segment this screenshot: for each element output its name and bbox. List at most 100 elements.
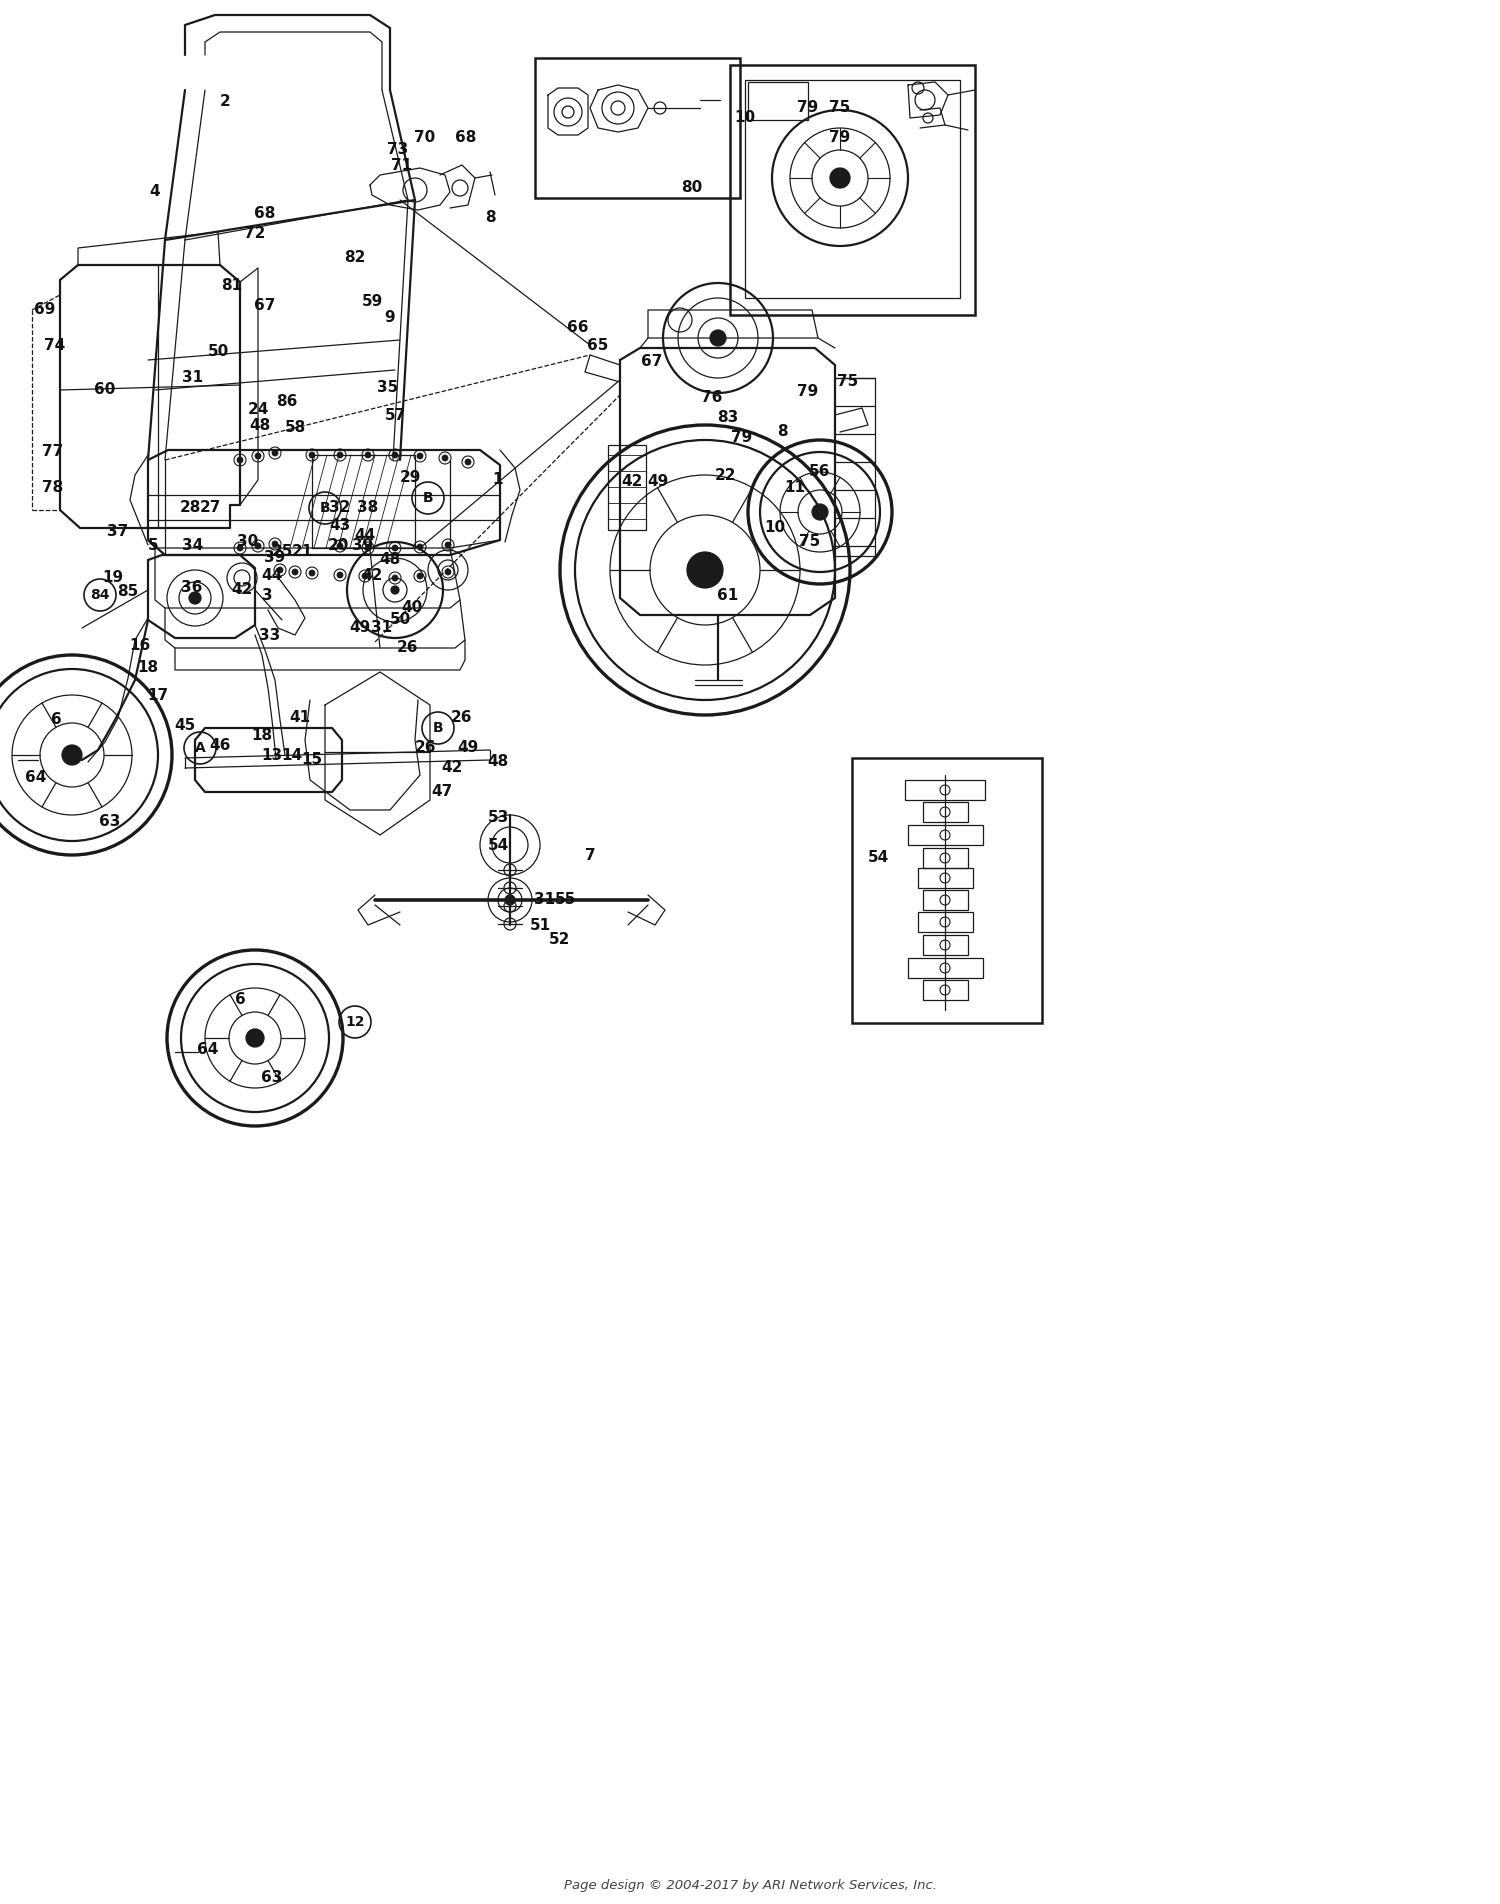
Text: 20: 20 — [327, 537, 348, 552]
Text: 48: 48 — [249, 417, 270, 432]
Text: 8: 8 — [484, 211, 495, 225]
Text: 31: 31 — [534, 893, 555, 908]
Text: 9: 9 — [384, 310, 396, 326]
Text: 7: 7 — [585, 847, 596, 863]
Text: 32: 32 — [330, 501, 351, 516]
Text: 3: 3 — [261, 588, 273, 602]
Text: 53: 53 — [488, 811, 508, 826]
Circle shape — [442, 455, 448, 461]
Text: 49: 49 — [458, 741, 478, 756]
Text: 39: 39 — [264, 550, 285, 565]
Text: 31: 31 — [372, 621, 393, 636]
Circle shape — [830, 168, 850, 188]
Text: 26: 26 — [452, 710, 472, 725]
Text: 84: 84 — [90, 588, 110, 602]
Text: 79: 79 — [830, 131, 850, 145]
Bar — [746, 80, 960, 299]
Bar — [908, 824, 983, 845]
Text: 42: 42 — [621, 474, 642, 489]
Text: 78: 78 — [42, 480, 63, 495]
Text: 45: 45 — [174, 718, 195, 733]
Text: 81: 81 — [222, 278, 243, 293]
Text: 63: 63 — [261, 1070, 282, 1085]
Bar — [608, 446, 646, 529]
Circle shape — [309, 451, 315, 459]
Text: 17: 17 — [147, 687, 168, 703]
Text: 72: 72 — [244, 225, 266, 240]
Circle shape — [272, 541, 278, 546]
Circle shape — [392, 575, 398, 581]
Circle shape — [255, 543, 261, 548]
Text: 67: 67 — [642, 354, 663, 369]
Text: 18: 18 — [252, 727, 273, 743]
Circle shape — [272, 449, 278, 455]
Bar — [918, 912, 974, 931]
Text: 67: 67 — [255, 297, 276, 312]
Text: B: B — [320, 501, 330, 514]
Bar — [904, 781, 986, 800]
Text: 75: 75 — [830, 101, 850, 116]
Text: 21: 21 — [291, 545, 312, 560]
Text: 27: 27 — [200, 501, 220, 516]
Bar — [908, 958, 983, 979]
Text: 58: 58 — [285, 421, 306, 436]
Text: 56: 56 — [810, 465, 831, 480]
Text: 26: 26 — [414, 741, 435, 756]
Text: 11: 11 — [784, 480, 806, 495]
Circle shape — [710, 329, 726, 347]
Text: 50: 50 — [207, 345, 228, 360]
Circle shape — [338, 451, 344, 459]
Bar — [918, 868, 974, 887]
Text: 48: 48 — [380, 552, 400, 567]
Bar — [536, 57, 740, 198]
Bar — [852, 758, 1042, 1022]
Text: 4: 4 — [150, 185, 160, 200]
Text: 47: 47 — [432, 784, 453, 800]
Text: 76: 76 — [702, 390, 723, 406]
Text: 79: 79 — [798, 385, 819, 400]
Text: 73: 73 — [387, 143, 408, 158]
Circle shape — [506, 895, 515, 904]
Circle shape — [687, 552, 723, 588]
Text: 13: 13 — [261, 748, 282, 762]
Bar — [922, 847, 968, 868]
Circle shape — [237, 457, 243, 463]
Text: 44: 44 — [354, 527, 375, 543]
Text: 35: 35 — [378, 381, 399, 396]
Text: 74: 74 — [45, 337, 66, 352]
Text: 79: 79 — [798, 101, 819, 116]
Text: 46: 46 — [210, 737, 231, 752]
Bar — [730, 65, 975, 314]
Circle shape — [362, 573, 368, 579]
Text: 2: 2 — [219, 95, 231, 110]
Text: 8: 8 — [777, 425, 788, 440]
Text: 19: 19 — [102, 571, 123, 586]
Text: 39: 39 — [352, 537, 374, 552]
Text: 42: 42 — [231, 583, 252, 598]
Text: 54: 54 — [488, 838, 508, 853]
Text: B: B — [432, 722, 444, 735]
Text: 18: 18 — [138, 661, 159, 676]
Bar — [922, 889, 968, 910]
Circle shape — [392, 586, 399, 594]
Text: 30: 30 — [237, 535, 258, 550]
Text: 15: 15 — [302, 752, 322, 767]
Text: 64: 64 — [26, 771, 46, 786]
Text: 75: 75 — [800, 535, 820, 550]
Text: 42: 42 — [441, 760, 462, 775]
Text: 44: 44 — [261, 567, 282, 583]
Circle shape — [417, 545, 423, 550]
Text: 37: 37 — [108, 524, 129, 539]
Circle shape — [364, 451, 370, 459]
Text: 40: 40 — [402, 600, 423, 615]
Text: 41: 41 — [290, 710, 310, 725]
Text: 10: 10 — [765, 520, 786, 535]
Text: A: A — [195, 741, 206, 756]
Text: 79: 79 — [732, 430, 753, 446]
Text: 63: 63 — [99, 815, 120, 830]
Text: 49: 49 — [350, 621, 370, 636]
Circle shape — [189, 592, 201, 604]
Circle shape — [237, 545, 243, 550]
Circle shape — [465, 459, 471, 465]
Text: 33: 33 — [260, 628, 280, 642]
